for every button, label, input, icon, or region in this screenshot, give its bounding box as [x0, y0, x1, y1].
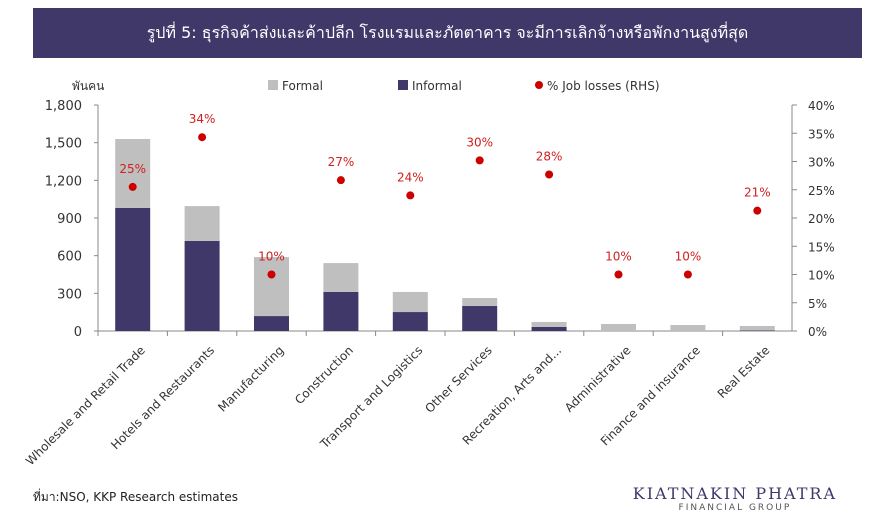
- chart: พันคน 0 300 600 900 1,200 1,500 1,800 0% 5% 10% 15%…: [23, 79, 835, 468]
- y-tick-label: 600: [57, 250, 82, 265]
- job-loss-point: [614, 270, 623, 279]
- x-tick-label: Wholesale and Retail Trade: [23, 343, 148, 468]
- y2-tick-label: 20%: [808, 212, 835, 226]
- job-loss-label: 10%: [605, 250, 632, 264]
- job-loss-point: [753, 206, 762, 215]
- y2-tick-label: 5%: [808, 297, 827, 311]
- bar-informal: [254, 316, 289, 331]
- y2-tick-label: 25%: [808, 184, 835, 198]
- bar-formal: [739, 325, 775, 331]
- job-loss-point: [198, 133, 207, 142]
- y2-tick-label: 10%: [808, 269, 835, 283]
- job-loss-label: 21%: [744, 186, 771, 200]
- job-loss-label: 10%: [675, 250, 702, 264]
- y2-tick-label: 15%: [808, 240, 835, 254]
- x-tick-label: Real Estate: [715, 343, 773, 401]
- y-axis-label: พันคน: [72, 79, 104, 93]
- bar-informal: [115, 207, 151, 331]
- y-tick-label: 1,800: [45, 99, 82, 114]
- legend-swatch-formal: [268, 80, 278, 90]
- x-tick-label: Other Services: [422, 343, 494, 415]
- y2-tick-label: 0%: [808, 325, 827, 339]
- job-loss-label: 24%: [397, 170, 424, 184]
- job-loss-label: 28%: [536, 149, 563, 163]
- job-loss-label: 34%: [189, 112, 216, 126]
- y2-tick-label: 40%: [808, 99, 835, 113]
- job-loss-point: [545, 170, 554, 179]
- job-loss-point: [406, 191, 415, 200]
- bar-formal: [392, 291, 428, 313]
- bar-formal: [184, 206, 220, 241]
- x-tick-label: Construction: [292, 343, 356, 407]
- job-loss-label: 30%: [466, 135, 493, 149]
- x-tick-label: Manufacturing: [215, 343, 286, 414]
- y-tick-label: 1,200: [45, 174, 82, 189]
- legend-swatch-job-losses: [535, 81, 543, 89]
- legend-label-job-losses: % Job losses (RHS): [547, 79, 660, 93]
- job-loss-point: [128, 182, 137, 191]
- bar-formal: [531, 321, 567, 327]
- bar-informal: [392, 312, 428, 331]
- legend-swatch-informal: [398, 80, 408, 90]
- bar-formal: [115, 139, 151, 208]
- legend-label-informal: Informal: [412, 79, 462, 93]
- y2-tick-label: 35%: [808, 127, 835, 141]
- x-tick-label: Administrative: [562, 343, 634, 415]
- bar-formal: [254, 257, 289, 317]
- bar-informal: [323, 291, 359, 331]
- chart-title: รูปที่ 5: ธุรกิจค้าส่งและค้าปลีก โรงแรมแ…: [33, 8, 862, 58]
- y-tick-label: 300: [57, 287, 82, 302]
- job-loss-label: 10%: [258, 250, 285, 264]
- job-loss-point: [267, 270, 276, 279]
- y-tick-label: 0: [74, 325, 82, 340]
- y2-tick-label: 30%: [808, 156, 835, 170]
- bar-formal: [670, 324, 706, 331]
- source-note: ที่มา:NSO, KKP Research estimates: [33, 490, 238, 504]
- job-loss-label: 25%: [119, 162, 146, 176]
- bar-formal: [462, 297, 498, 307]
- bar-formal: [601, 323, 636, 331]
- logo-subtitle: FINANCIAL GROUP: [678, 503, 792, 513]
- job-loss-label: 27%: [328, 155, 355, 169]
- job-loss-point: [336, 176, 345, 185]
- bar-informal: [462, 306, 498, 331]
- job-loss-point: [683, 270, 692, 279]
- bar-informal: [739, 330, 775, 331]
- logo: KIATNAKIN PHATRA FINANCIAL GROUP: [633, 484, 837, 513]
- y-tick-label: 1,500: [45, 137, 82, 152]
- bar-informal: [531, 326, 567, 331]
- job-loss-point: [475, 156, 484, 165]
- bar-formal: [323, 263, 359, 292]
- legend-label-formal: Formal: [282, 79, 323, 93]
- logo-name: KIATNAKIN PHATRA: [632, 484, 837, 503]
- bar-informal: [184, 240, 220, 331]
- y-tick-label: 900: [57, 212, 82, 227]
